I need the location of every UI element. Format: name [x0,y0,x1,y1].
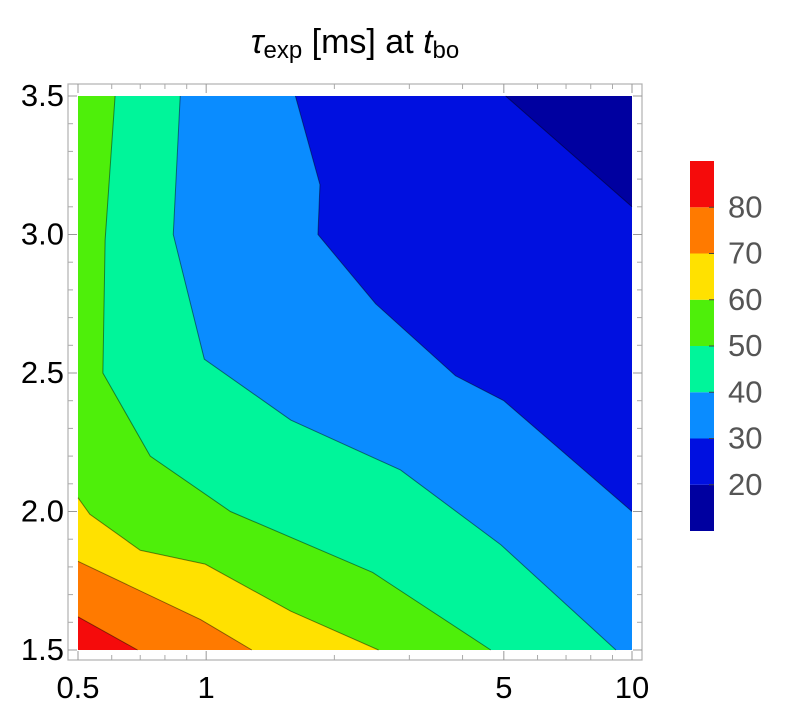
title-part: τ [251,23,266,61]
y-tick-label: 1.5 [21,632,64,667]
colorbar-tick-label: 40 [728,374,762,409]
title-part: [ms] at [302,23,423,61]
x-tick-label: 10 [615,670,649,705]
colorbar-tick-label: 70 [728,236,762,271]
title-part: exp [263,37,302,64]
colorbar-band [690,161,714,208]
contour-line [77,616,138,651]
colorbar-tick-label: 50 [728,328,762,363]
x-tick-label: 0.5 [56,670,99,705]
y-tick-label: 3.0 [21,217,64,252]
colorbar-tick-label: 20 [728,467,762,502]
colorbar-tick-label: 80 [728,189,762,224]
contour-line [102,95,492,651]
y-tick-label: 2.5 [21,355,64,390]
plot-frame [67,83,643,661]
colorbar-band [690,392,714,439]
contour-line [294,95,633,512]
colorbar-band [690,484,714,531]
contour-band [505,96,632,207]
x-tick-label: 5 [495,670,512,705]
contour-band [295,96,632,512]
colorbar-band [690,253,714,300]
colorbar-tick-label: 60 [728,282,762,317]
title-part: t [423,23,434,61]
y-tick-label: 2.0 [21,494,64,529]
contour-line [172,95,617,651]
y-tick-label: 3.5 [21,78,64,113]
contour-line [77,560,253,651]
contour-line [77,497,379,651]
title-part: bo [433,37,460,64]
colorbar-band [690,438,714,485]
colorbar-band [690,346,714,393]
contour-line [505,95,633,208]
colorbar-tick-label: 30 [728,421,762,456]
colorbar-band [690,207,714,254]
chart-title: τexp [ms] at tbo [251,23,460,64]
x-tick-label: 1 [198,670,215,705]
colorbar-band [690,299,714,346]
